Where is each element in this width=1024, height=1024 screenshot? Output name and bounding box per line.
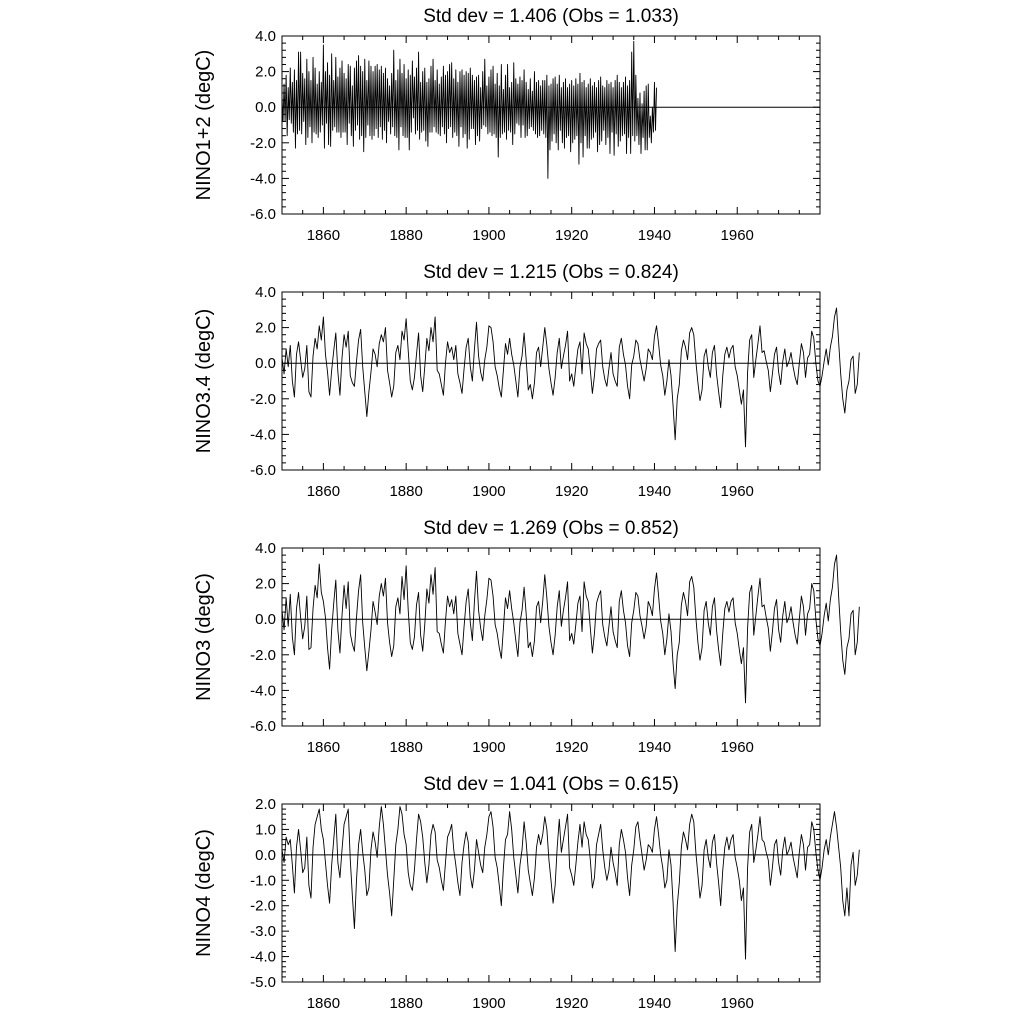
x-tick-label: 1900 [472,739,505,756]
y-tick-label: -5.0 [250,974,276,991]
y-tick-label: 4.0 [255,540,276,557]
y-tick-label: 0.0 [255,99,276,116]
x-tick-label: 1880 [389,739,422,756]
x-tick-label: 1920 [555,227,588,244]
x-tick-label: 1940 [638,995,671,1012]
chart-title: Std dev = 1.269 (Obs = 0.852) [423,518,679,539]
y-tick-label: -4.0 [250,949,276,966]
series-line-nino3 [281,554,860,704]
y-tick-label: 4.0 [255,284,276,301]
y-axis-label: NINO4 (degC) [193,829,215,957]
x-tick-label: 1920 [555,995,588,1012]
chart-nino3: 4.0 2.0 0.0 -2.0 -4.0 -6.0 1860 1880 1900 1920 194… [193,518,860,756]
x-tick-label: 1920 [555,483,588,500]
y-tick-label: -2.0 [250,391,276,408]
y-tick-label: 0.0 [255,611,276,628]
chart-title: Std dev = 1.215 (Obs = 0.824) [423,262,679,283]
y-tick-label: -6.0 [250,206,276,223]
x-tick-label: 1960 [721,739,754,756]
x-tick-label: 1960 [721,995,754,1012]
x-tick-label: 1960 [721,227,754,244]
x-tick-label: 1880 [389,995,422,1012]
y-tick-label: -4.0 [250,170,276,187]
chart-title: Std dev = 1.406 (Obs = 1.033) [423,6,679,27]
y-tick-label: -3.0 [250,923,276,940]
x-tick-label: 1860 [307,227,340,244]
plot-frame [281,547,821,727]
chart-nino34: 4.0 2.0 0.0 -2.0 -4.0 -6.0 1860 1880 1900 1920 194… [193,262,860,500]
y-tick-label: 1.0 [255,821,276,838]
y-axis-label: NINO3.4 (degC) [193,309,215,454]
y-tick-label: 2.0 [255,320,276,337]
y-tick-label: 2.0 [255,576,276,593]
series-line-nino12 [281,40,657,179]
series-line-nino34 [281,307,860,448]
chart-nino4: 2.0 1.0 0.0 -1.0 -2.0 -3.0 -4.0 -5.0 1860 1880 190… [193,774,860,1012]
x-tick-label: 1880 [389,227,422,244]
x-tick-label: 1940 [638,739,671,756]
x-tick-label: 1860 [307,995,340,1012]
x-tick-label: 1900 [472,227,505,244]
x-tick-label: 1940 [638,483,671,500]
plot-frame [281,803,821,983]
x-tick-label: 1920 [555,739,588,756]
plot-frame [281,35,821,215]
y-tick-label: -6.0 [250,718,276,735]
y-axis-label: NINO1+2 (degC) [193,50,215,201]
x-tick-label: 1960 [721,483,754,500]
y-tick-label: -4.0 [250,682,276,699]
x-tick-label: 1900 [472,483,505,500]
y-tick-label: -2.0 [250,898,276,915]
y-tick-label: 2.0 [255,64,276,81]
y-tick-label: 4.0 [255,28,276,45]
x-tick-label: 1860 [307,483,340,500]
x-tick-label: 1940 [638,227,671,244]
y-tick-label: -4.0 [250,426,276,443]
x-tick-label: 1860 [307,739,340,756]
chart-title: Std dev = 1.041 (Obs = 0.615) [423,774,679,795]
y-tick-label: -6.0 [250,462,276,479]
x-tick-label: 1900 [472,995,505,1012]
y-tick-label: 2.0 [255,796,276,813]
y-tick-label: 0.0 [255,355,276,372]
y-tick-label: -2.0 [250,647,276,664]
chart-nino12: 4.0 2.0 0.0 -2.0 -4.0 -6.0 1860 1880 1900 1920 194… [193,6,821,244]
y-tick-label: -2.0 [250,135,276,152]
y-tick-label: 0.0 [255,847,276,864]
x-tick-label: 1880 [389,483,422,500]
y-tick-label: -1.0 [250,872,276,889]
y-axis-label: NINO3 (degC) [193,573,215,701]
series-line-nino4 [281,806,860,960]
